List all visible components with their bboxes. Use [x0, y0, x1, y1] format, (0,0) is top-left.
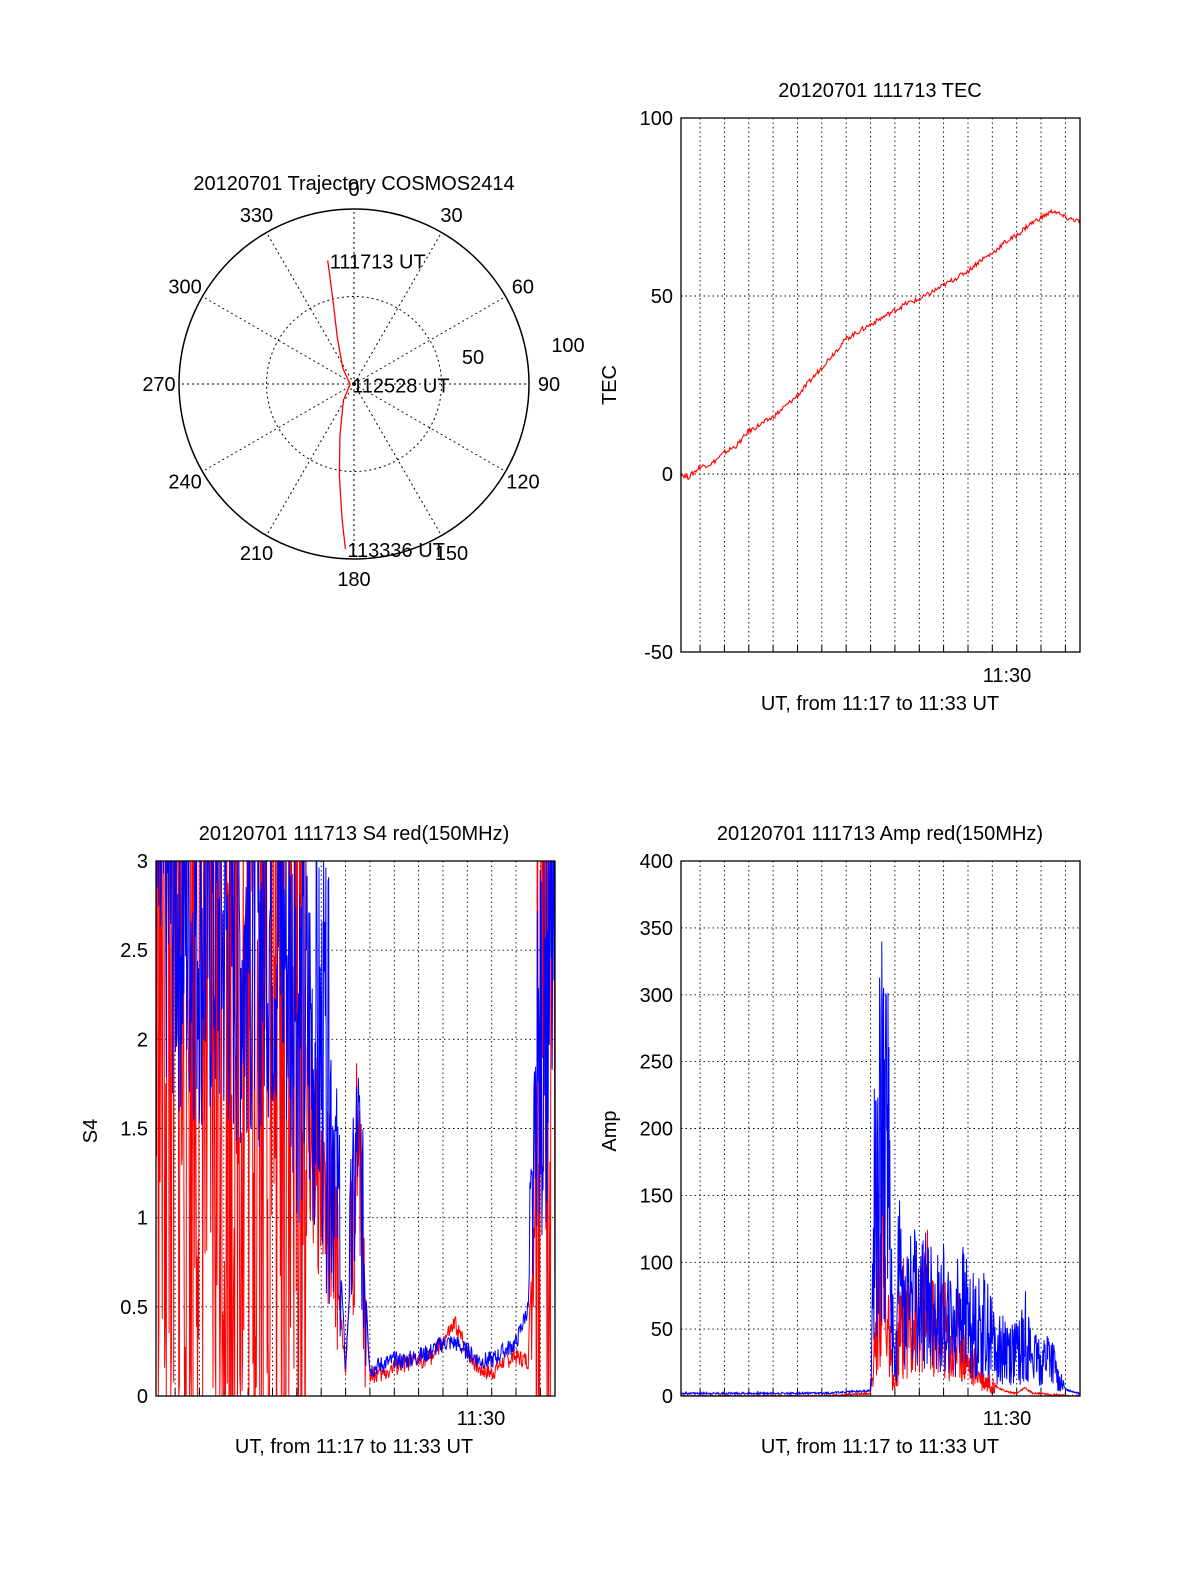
s4-y-tick-label: 1.5 [120, 1119, 148, 1141]
tec-y-axis-label: TEC [599, 365, 621, 405]
amp-y-tick-label: 150 [640, 1185, 673, 1207]
polar-ring-50 [266, 296, 442, 472]
polar-ring-label: 50 [462, 347, 484, 369]
tec-y-tick-label: 100 [640, 108, 673, 130]
polar-spoke [266, 383, 355, 536]
s4-y-tick-label: 1 [137, 1208, 148, 1230]
polar-grid [178, 208, 530, 560]
trajectory-line [327, 260, 351, 550]
polar-spoke [353, 383, 506, 472]
s4-plot-frame [155, 860, 556, 1397]
polar-azimuth-label: 240 [168, 472, 201, 494]
trajectory-time-label: 111713 UT [330, 251, 426, 273]
amp-x-tick-label: 11:30 [983, 1408, 1032, 1430]
polar-azimuth-label: 180 [337, 569, 370, 591]
polar-spoke [353, 296, 506, 385]
amp-y-tick-label: 250 [640, 1052, 673, 1074]
s4-y-tick-label: 2.5 [120, 940, 148, 962]
polar-ring-labels: 50 100 [462, 335, 585, 369]
tec-grid [681, 118, 1080, 652]
amp-y-tick-label: 300 [640, 985, 673, 1007]
s4-y-tick-labels: 3 2.5 2 1.5 1 0.5 0 [120, 851, 148, 1408]
polar-azimuth-label: 270 [142, 374, 175, 396]
s4-series-red [156, 861, 555, 1396]
s4-y-axis-label: S4 [80, 1119, 102, 1143]
s4-y-tick-label: 2 [137, 1029, 148, 1051]
amp-y-tick-label: 400 [640, 851, 673, 873]
amp-plot-frame [680, 860, 1081, 1397]
s4-series-blue [156, 861, 555, 1378]
tec-y-tick-label: 50 [651, 286, 673, 308]
amp-y-axis-label: Amp [599, 1110, 621, 1151]
tec-panel: 20120701 111713 TEC 100 50 0 -50 11:30 UT, … [599, 80, 1081, 715]
tec-title: 20120701 111713 TEC [778, 80, 982, 102]
amp-x-axis-label: UT, from 11:17 to 11:33 UT [761, 1436, 999, 1458]
amp-y-tick-label: 100 [640, 1252, 673, 1274]
amp-series [681, 941, 1080, 1396]
polar-spoke [266, 232, 355, 385]
tec-y-tick-labels: 100 50 0 -50 [640, 108, 673, 664]
polar-outer-circle [178, 208, 530, 560]
s4-title: 20120701 111713 S4 red(150MHz) [199, 823, 510, 845]
s4-y-tick-label: 0.5 [120, 1297, 148, 1319]
trajectory-time-label: 112528 UT [352, 376, 449, 398]
polar-azimuth-label: 150 [435, 543, 468, 565]
s4-x-tick-label: 11:30 [457, 1408, 506, 1430]
tec-plot-frame [680, 117, 1081, 653]
amp-y-tick-label: 50 [651, 1319, 673, 1341]
amp-y-tick-label: 350 [640, 918, 673, 940]
polar-panel: 20120701 Trajectory COSMOS2414 0 30 60 90 12… [142, 173, 584, 591]
tec-x-axis-label: UT, from 11:17 to 11:33 UT [761, 693, 999, 715]
trajectory-time-label: 113336 UT [347, 540, 444, 562]
polar-spoke [353, 232, 442, 385]
polar-azimuth-labels: 0 30 60 90 120 150 180 210 240 270 300 330 [142, 179, 560, 591]
tec-y-tick-label: -50 [644, 642, 673, 664]
tec-y-tick-label: 0 [662, 464, 673, 486]
amp-y-tick-label: 0 [662, 1386, 673, 1408]
polar-spoke [353, 383, 442, 536]
s4-series [156, 861, 555, 1396]
trajectory-time-labels: 111713 UT 112528 UT 113336 UT [330, 251, 450, 562]
polar-azimuth-label: 300 [168, 277, 201, 299]
polar-ring-label: 100 [551, 335, 584, 357]
amp-y-tick-label: 200 [640, 1119, 673, 1141]
s4-x-axis-label: UT, from 11:17 to 11:33 UT [235, 1436, 473, 1458]
polar-spoke [202, 296, 355, 385]
s4-y-tick-label: 3 [137, 851, 148, 873]
polar-azimuth-label: 210 [240, 543, 273, 565]
polar-azimuth-label: 60 [512, 277, 534, 299]
polar-title: 20120701 Trajectory COSMOS2414 [193, 173, 514, 195]
tec-series [681, 208, 1080, 481]
tec-x-tick-label: 11:30 [983, 665, 1032, 687]
polar-azimuth-label: 90 [538, 374, 560, 396]
amp-y-tick-labels: 400 350 300 250 200 150 100 50 0 [640, 851, 673, 1408]
polar-azimuth-label: 120 [506, 472, 539, 494]
tec-series-red [681, 208, 1080, 481]
s4-y-tick-label: 0 [137, 1386, 148, 1408]
polar-azimuth-label: 330 [240, 205, 273, 227]
polar-azimuth-label: 0 [348, 179, 359, 201]
polar-spoke [202, 383, 355, 472]
polar-azimuth-label: 30 [440, 205, 462, 227]
s4-panel: 20120701 111713 S4 red(150MHz) 3 2.5 2 1.5 1… [80, 823, 556, 1458]
amp-series-blue [681, 941, 1080, 1396]
amp-title: 20120701 111713 Amp red(150MHz) [717, 823, 1043, 845]
amp-panel: 20120701 111713 Amp red(150MHz) 400 350 30… [599, 823, 1081, 1458]
